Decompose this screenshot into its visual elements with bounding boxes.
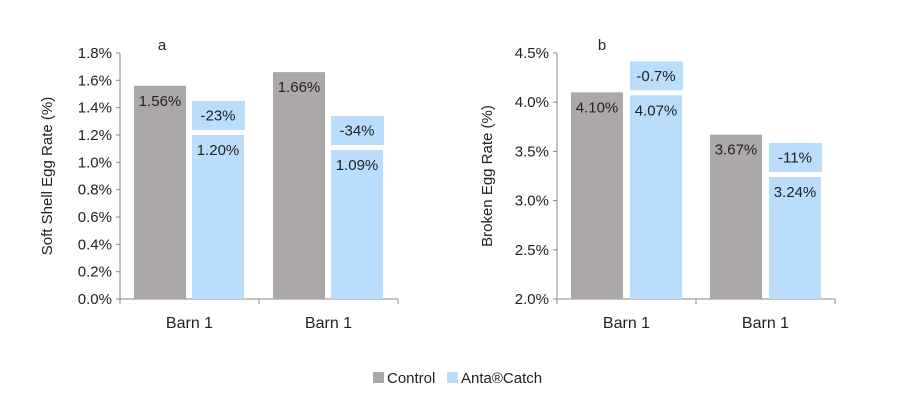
y-tick-label: 1.0% [78,154,112,171]
control-bar [134,85,186,299]
y-tick-label: 1.6% [78,72,112,89]
bar-value-label: 1.56% [139,93,182,110]
y-tick-label: 3.0% [515,193,549,210]
x-tick-label: Barn 1 [305,315,352,332]
y-axis-label: Soft Shell Egg Rate (%) [39,97,56,255]
control-bar [710,134,762,299]
legend-swatch [373,372,384,383]
y-tick-label: 2.5% [515,242,549,259]
y-tick-label: 2.0% [515,291,549,308]
panel-label: b [598,37,606,54]
legend-label: Anta®Catch [461,370,542,387]
change-label: -11% [778,149,812,166]
change-label-box [192,101,245,130]
y-tick-label: 0.0% [78,291,112,308]
x-tick-label: Barn 1 [166,315,213,332]
change-label-box [630,61,683,91]
y-tick-label: 0.8% [78,182,112,199]
control-bar [571,92,623,299]
change-label: -34% [339,123,374,140]
bar-value-label: 3.24% [774,184,817,201]
change-label-box [331,116,384,146]
legend-label: Control [387,370,435,387]
change-label: -23% [200,108,235,125]
bar-value-label: 4.10% [576,99,619,116]
y-tick-label: 0.6% [78,209,112,226]
y-tick-label: 4.5% [515,45,549,62]
legend-swatch [447,372,458,383]
antacatch-bar [192,135,244,299]
bar-value-label: 3.67% [715,142,758,159]
panel-label: a [158,37,167,54]
antacatch-bar [331,150,383,299]
change-label-box [769,142,822,172]
bar-value-label: 1.09% [336,157,379,174]
x-tick-label: Barn 1 [603,315,650,332]
control-bar [273,72,325,299]
bar-value-label: 1.66% [278,79,321,96]
y-tick-label: 0.2% [78,264,112,281]
y-tick-label: 3.5% [515,143,549,160]
y-tick-label: 1.8% [78,45,112,62]
y-tick-label: 1.2% [78,127,112,144]
change-label: -0.7% [636,68,675,85]
bar-value-label: 1.20% [197,142,240,159]
y-tick-label: 4.0% [515,94,549,111]
bar-value-label: 4.07% [635,102,678,119]
y-axis-label: Broken Egg Rate (%) [479,105,496,247]
x-tick-label: Barn 1 [742,315,789,332]
antacatch-bar [630,95,682,299]
y-tick-label: 1.4% [78,100,112,117]
antacatch-bar [769,176,821,299]
y-tick-label: 0.4% [78,236,112,253]
